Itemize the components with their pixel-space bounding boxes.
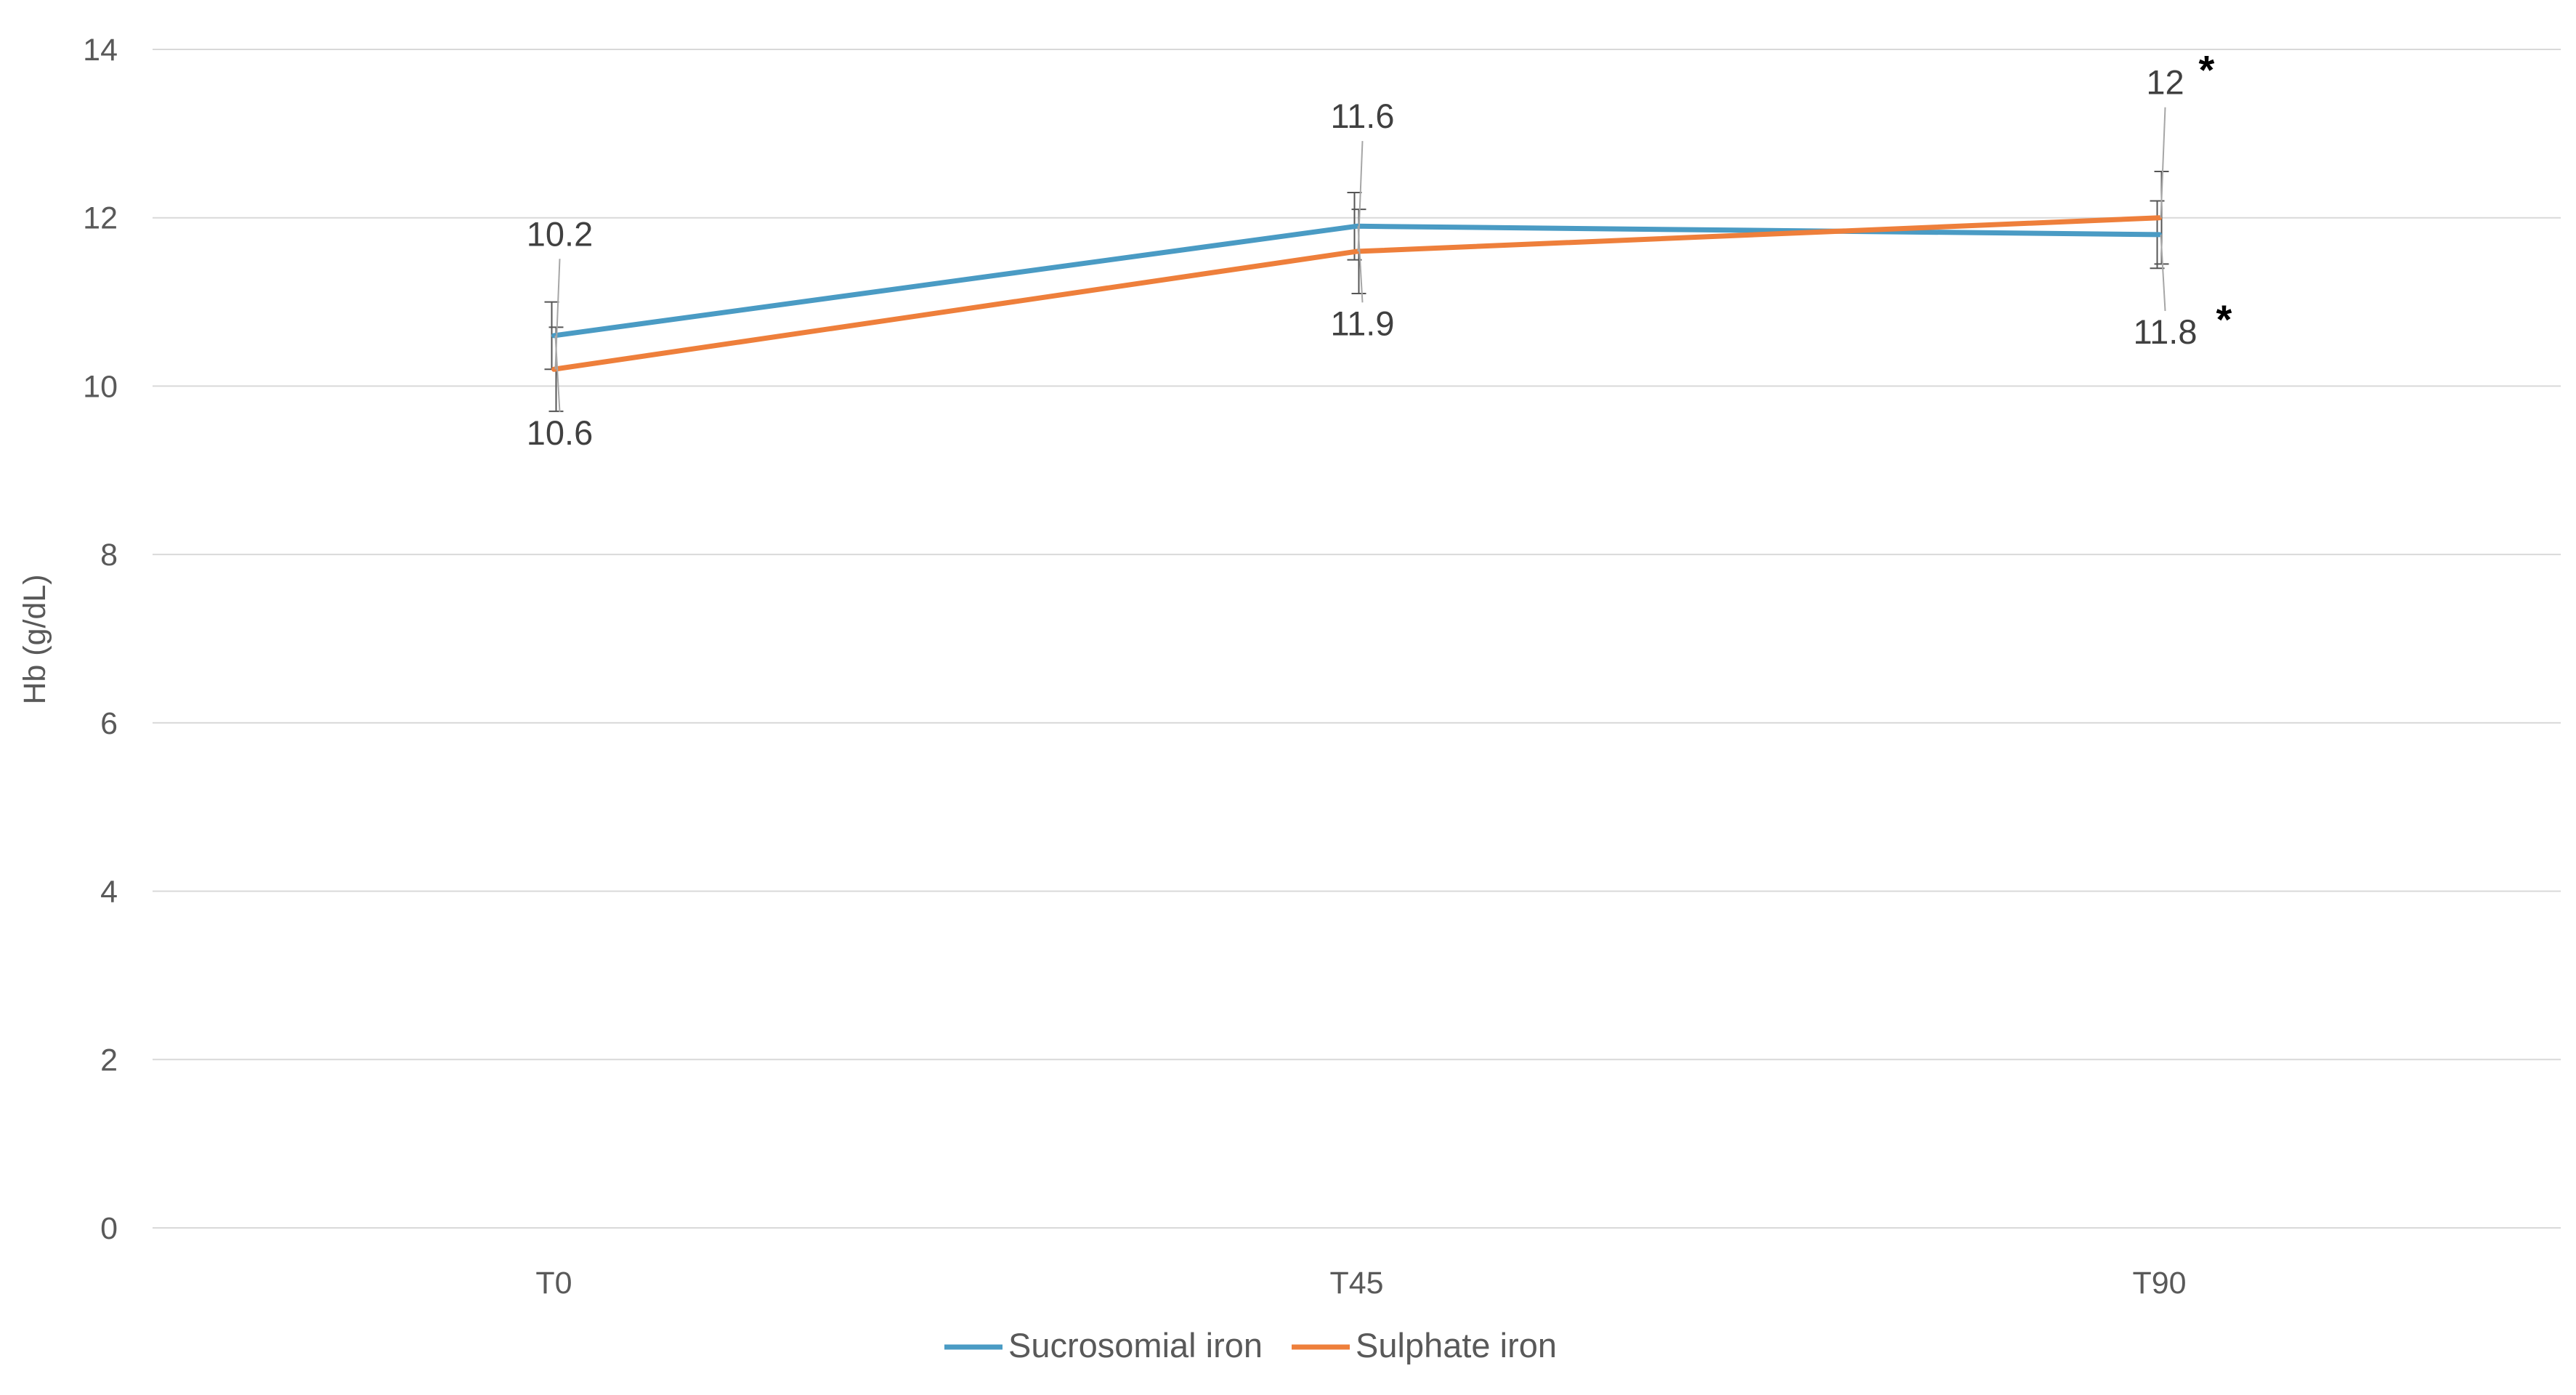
legend: Sucrosomial iron Sulphate iron <box>944 1326 1557 1364</box>
x-tick-label: T45 <box>1329 1266 1383 1301</box>
gridlines <box>153 49 2561 1229</box>
series-line <box>551 223 2162 339</box>
significance-marker: * <box>2216 296 2232 342</box>
data-label: 10.6 <box>527 413 593 452</box>
legend-label: Sucrosomial iron <box>1008 1326 1263 1364</box>
label-leader-line <box>2160 107 2166 218</box>
significance-marker: * <box>2199 47 2215 93</box>
label-leader-line <box>554 259 561 370</box>
y-tick-label: 8 <box>100 538 118 573</box>
x-tick-label: T0 <box>535 1266 572 1301</box>
y-axis-ticks: 0 2 4 6 8 10 12 14 <box>83 33 118 1246</box>
data-label: 12 <box>2146 63 2184 102</box>
legend-label: Sulphate iron <box>1356 1326 1557 1364</box>
data-label: 11.6 <box>1331 97 1395 135</box>
x-tick-label: T90 <box>2132 1266 2186 1301</box>
series-line <box>551 215 2162 372</box>
label-leader-lines <box>554 107 2166 412</box>
y-tick-label: 14 <box>83 33 118 68</box>
series-lines <box>551 215 2162 372</box>
y-tick-label: 10 <box>83 369 118 404</box>
data-label: 11.8 <box>2134 312 2198 351</box>
data-label: 10.2 <box>527 214 593 253</box>
label-leader-line <box>1357 141 1364 252</box>
data-labels: 10.6 11.9 11.8 * 10.2 11.6 12 * <box>527 47 2232 452</box>
y-tick-label: 0 <box>100 1211 118 1246</box>
y-tick-label: 2 <box>100 1043 118 1077</box>
y-tick-label: 6 <box>100 706 118 741</box>
y-tick-label: 12 <box>83 201 118 236</box>
error-bars <box>544 170 2169 413</box>
y-axis-title: Hb (g/dL) <box>17 574 52 704</box>
y-tick-label: 4 <box>100 875 118 910</box>
data-label: 11.9 <box>1331 304 1395 342</box>
label-leader-line <box>2160 234 2166 311</box>
x-axis-ticks: T0 T45 T90 <box>535 1266 2186 1301</box>
